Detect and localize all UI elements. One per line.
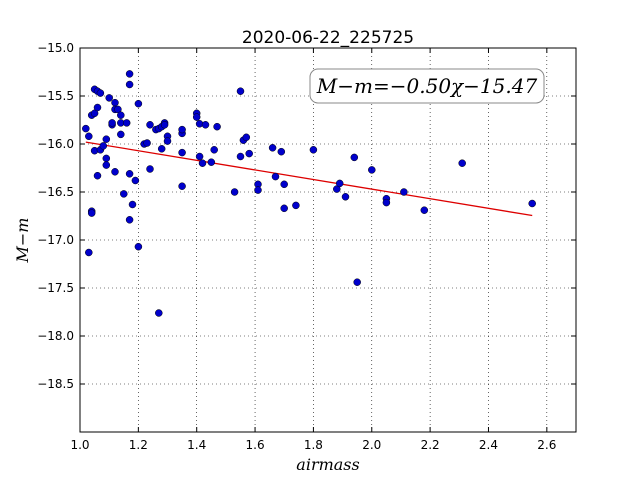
data-point xyxy=(382,198,391,207)
data-point xyxy=(122,119,131,127)
data-point xyxy=(157,145,166,153)
data-point xyxy=(102,161,111,169)
data-point xyxy=(117,130,125,139)
data-point xyxy=(96,89,105,97)
y-tick-label: −17.0 xyxy=(37,233,74,247)
data-point xyxy=(201,121,210,129)
data-point xyxy=(178,125,186,134)
chart-title: 2020-06-22_225725 xyxy=(242,28,414,48)
y-tick-label: −15.5 xyxy=(37,89,74,103)
annotation-frame xyxy=(309,68,545,104)
data-point xyxy=(254,186,262,194)
x-tick-label: 1.6 xyxy=(246,438,265,452)
x-tick-label: 2.6 xyxy=(537,438,556,452)
data-point xyxy=(93,171,102,180)
grid-lines xyxy=(79,47,576,432)
y-tick-label: −18.0 xyxy=(37,329,74,343)
data-point xyxy=(236,152,245,161)
data-point xyxy=(178,148,186,157)
y-tick-label: −15.0 xyxy=(37,41,74,55)
y-axis-label: M−m xyxy=(13,218,32,264)
data-point xyxy=(236,87,245,95)
data-point xyxy=(198,159,207,167)
data-point xyxy=(120,190,128,198)
data-point xyxy=(400,188,408,196)
fit-equation: M−m=−0.50χ−15.47 xyxy=(316,74,538,98)
data-point xyxy=(125,80,134,89)
data-point xyxy=(458,159,466,167)
data-point xyxy=(368,166,376,174)
data-point xyxy=(93,103,102,112)
data-point xyxy=(102,154,111,163)
x-tick-label: 1.4 xyxy=(187,438,206,452)
data-point xyxy=(420,206,429,214)
data-point xyxy=(82,124,90,133)
data-point xyxy=(335,179,344,188)
data-point xyxy=(271,172,280,181)
x-tick-label: 2.4 xyxy=(479,438,498,452)
data-point xyxy=(245,149,253,158)
data-point xyxy=(85,132,93,141)
x-axis-label: airmass xyxy=(296,455,359,474)
data-point xyxy=(268,144,277,152)
data-point xyxy=(163,137,172,145)
x-tick-label: 2.0 xyxy=(362,438,381,452)
fit-equation-box: M−m=−0.50χ−15.47 xyxy=(309,68,545,104)
data-point xyxy=(242,133,251,142)
data-point xyxy=(160,121,169,129)
data-point xyxy=(87,209,96,217)
data-point xyxy=(85,248,93,257)
fit-line-group xyxy=(85,141,533,217)
data-point xyxy=(353,278,361,286)
y-tick-label: −17.5 xyxy=(37,281,74,295)
data-point xyxy=(125,216,134,224)
y-tick-label: −18.5 xyxy=(37,377,74,391)
data-point xyxy=(111,98,119,107)
data-point xyxy=(280,180,288,189)
data-point xyxy=(117,111,125,119)
x-tick-label: 2.2 xyxy=(421,438,440,452)
data-point xyxy=(143,139,151,147)
data-point xyxy=(350,153,359,162)
data-point xyxy=(213,122,221,131)
data-point xyxy=(108,119,116,127)
y-tick-label: −16.5 xyxy=(37,185,74,199)
x-tick-label: 1.0 xyxy=(70,438,89,452)
data-point xyxy=(309,146,318,154)
data-point xyxy=(146,121,154,129)
data-point xyxy=(105,94,113,102)
data-point xyxy=(210,146,218,154)
data-point xyxy=(341,193,350,201)
data-point xyxy=(528,199,536,208)
data-point xyxy=(155,309,163,317)
data-point xyxy=(195,152,204,161)
data-point xyxy=(178,182,186,190)
data-point xyxy=(146,165,154,173)
data-point xyxy=(192,113,201,121)
data-point xyxy=(230,188,239,196)
data-point xyxy=(111,168,119,176)
data-point xyxy=(131,176,140,185)
data-point xyxy=(128,200,137,209)
y-tick-label: −16.0 xyxy=(37,137,74,151)
data-point xyxy=(292,201,300,210)
axis-ticks: 1.0 1.2 1.4 1.6 1.8 2.0 2.2 2.4 2.6 −15.0 −15.5 −16… xyxy=(37,41,576,452)
x-tick-label: 1.2 xyxy=(129,438,148,452)
data-point xyxy=(99,142,108,150)
data-point xyxy=(277,147,286,156)
fit-line xyxy=(85,141,533,217)
data-points xyxy=(82,70,536,317)
data-point xyxy=(102,135,111,143)
data-point xyxy=(125,70,134,78)
data-point xyxy=(134,242,143,251)
data-point xyxy=(125,170,134,178)
data-point xyxy=(134,99,143,108)
data-point xyxy=(280,204,288,213)
x-tick-label: 1.8 xyxy=(304,438,323,452)
data-point xyxy=(207,158,216,166)
